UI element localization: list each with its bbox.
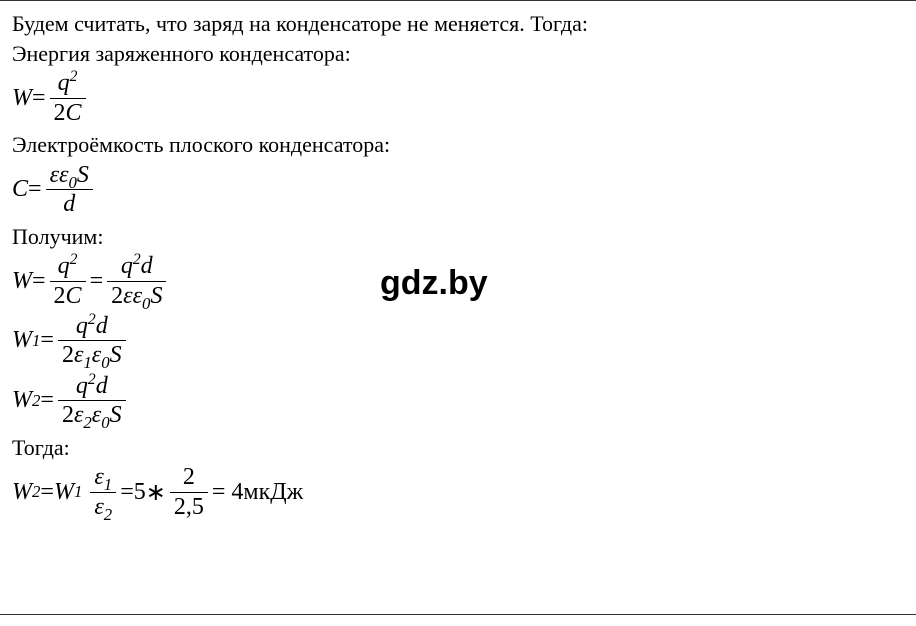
- var-q: q: [76, 313, 88, 339]
- equation-final: W2 = W1 ε1 ε2 = 5 ∗ 2 2,5 = 4мкДж: [12, 464, 904, 520]
- var-C: C: [66, 100, 82, 126]
- sub-1: 1: [83, 353, 91, 372]
- equation-C-capacitance: C = εε0S d: [12, 162, 904, 218]
- document-page: Будем считать, что заряд на конденсаторе…: [0, 0, 916, 615]
- sup-2: 2: [88, 311, 96, 328]
- frac-W1: q2d 2ε1ε0S: [58, 313, 126, 369]
- op-eq: =: [32, 85, 46, 112]
- equation-W1: W 1 = q2d 2ε1ε0S: [12, 313, 904, 369]
- num-2: 2: [62, 402, 74, 428]
- sub-2: 2: [104, 505, 112, 524]
- var-W: W: [12, 268, 32, 295]
- num-2: 2: [62, 342, 74, 368]
- var-S: S: [110, 342, 122, 368]
- var-d: d: [96, 313, 108, 339]
- var-S: S: [110, 402, 122, 428]
- var-eps: ε: [74, 402, 83, 428]
- var-eps: ε: [94, 494, 103, 520]
- sup-2: 2: [70, 68, 78, 85]
- op-star: ∗: [146, 478, 166, 507]
- num-numer: 2: [179, 464, 199, 490]
- var-eps0: ε: [92, 402, 101, 428]
- text-line-2: Энергия заряженного конденсатора:: [12, 39, 904, 69]
- var-W2: W: [12, 479, 32, 506]
- op-eq: =: [90, 268, 104, 295]
- var-S: S: [150, 283, 162, 309]
- frac-eps-ratio: ε1 ε2: [90, 464, 116, 520]
- sub-0: 0: [101, 413, 109, 432]
- text-line-3: Электроёмкость плоского конденсатора:: [12, 130, 904, 160]
- frac-eeS-over-d: εε0S d: [46, 162, 93, 218]
- text-line-1: Будем считать, что заряд на конденсаторе…: [12, 9, 904, 39]
- sup-2: 2: [133, 251, 141, 268]
- text-line-5: Тогда:: [12, 433, 904, 463]
- op-eq: =: [40, 327, 54, 354]
- var-W1: W: [54, 479, 74, 506]
- var-eps: ε: [50, 162, 59, 188]
- frac-q2-over-2C-b: q2 2C: [50, 253, 86, 309]
- op-eq: =: [40, 479, 54, 506]
- num-2: 2: [54, 100, 66, 126]
- op-eq: =: [40, 387, 54, 414]
- frac-num-ratio: 2 2,5: [170, 464, 208, 520]
- op-eq: =: [32, 268, 46, 295]
- var-eps0: ε: [92, 342, 101, 368]
- val-5: 5: [134, 479, 146, 506]
- sub-2: 2: [83, 413, 91, 432]
- var-q: q: [58, 253, 70, 279]
- var-S: S: [77, 162, 89, 188]
- op-eq: =: [120, 479, 134, 506]
- var-eps0: ε: [133, 283, 142, 309]
- var-W: W: [12, 85, 32, 112]
- text-line-4: Получим:: [12, 222, 904, 252]
- sup-2: 2: [70, 251, 78, 268]
- equation-W-expanded: W = q2 2C = q2d 2εε0S: [12, 253, 904, 309]
- var-d: d: [96, 373, 108, 399]
- var-C: C: [12, 176, 28, 203]
- var-q: q: [76, 373, 88, 399]
- var-d: d: [63, 191, 75, 217]
- var-W2: W: [12, 387, 32, 414]
- frac-q2-over-2C: q2 2C: [50, 70, 86, 126]
- var-q: q: [121, 253, 133, 279]
- op-eq: =: [28, 176, 42, 203]
- var-C: C: [66, 283, 82, 309]
- var-eps: ε: [123, 283, 132, 309]
- var-eps: ε: [74, 342, 83, 368]
- equation-W-energy: W = q2 2C: [12, 70, 904, 126]
- num-2: 2: [111, 283, 123, 309]
- var-W1: W: [12, 327, 32, 354]
- num-2: 2: [54, 283, 66, 309]
- equation-W2: W 2 = q2d 2ε2ε0S: [12, 373, 904, 429]
- var-q: q: [58, 70, 70, 96]
- var-eps: ε: [94, 464, 103, 490]
- sub-0: 0: [101, 353, 109, 372]
- num-denom: 2,5: [170, 494, 208, 520]
- var-d: d: [141, 253, 153, 279]
- var-eps0: ε: [59, 162, 68, 188]
- frac-W2: q2d 2ε2ε0S: [58, 373, 126, 429]
- frac-q2d-over-2eeS: q2d 2εε0S: [107, 253, 166, 309]
- result-text: = 4мкДж: [212, 479, 303, 506]
- sup-2: 2: [88, 371, 96, 388]
